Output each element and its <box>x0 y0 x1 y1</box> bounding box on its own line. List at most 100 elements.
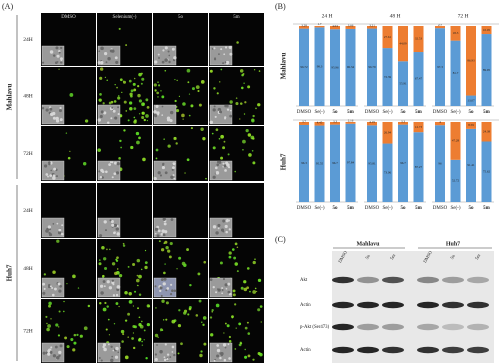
green-cell <box>168 255 172 259</box>
inset-texture <box>117 351 120 354</box>
green-cell <box>165 318 168 321</box>
bar-upper <box>398 122 408 125</box>
inset-texture <box>227 219 231 222</box>
green-cell <box>98 98 102 102</box>
green-cell <box>133 77 136 80</box>
bar-lower <box>413 132 424 202</box>
green-cell <box>197 89 200 93</box>
green-cell <box>127 336 129 338</box>
green-cell <box>130 89 134 93</box>
green-cell <box>184 172 186 174</box>
inset-texture <box>103 111 107 115</box>
bar-upper <box>481 122 492 142</box>
column-header: 5m <box>233 15 240 20</box>
green-cell <box>138 136 141 140</box>
category-label: 5m <box>483 110 491 115</box>
band <box>442 301 464 309</box>
green-cell <box>63 310 65 313</box>
green-cell <box>109 248 111 251</box>
green-cell <box>145 98 149 102</box>
inset-texture <box>164 230 168 234</box>
green-cell <box>108 334 111 336</box>
green-cell <box>218 137 221 140</box>
value-label: 96.79 <box>368 65 376 69</box>
inset-texture <box>212 285 215 289</box>
green-cell <box>209 69 213 73</box>
green-cell <box>138 337 142 341</box>
inset-texture <box>224 46 228 49</box>
green-cell <box>146 119 149 122</box>
green-cell <box>252 260 256 265</box>
inset-texture <box>41 61 45 64</box>
green-cell <box>72 348 76 352</box>
inset-texture <box>229 109 232 112</box>
inset-texture <box>61 224 64 227</box>
value-label: 95.55 <box>316 162 324 166</box>
inset-texture <box>216 354 220 358</box>
inset-texture <box>172 174 175 177</box>
panel-a: Mahlavu 24H 48H 72H Huh7 24H 48H 72H DMSO Seleniu… <box>6 13 264 363</box>
inset-texture <box>213 47 216 50</box>
category-label: 5o <box>333 110 339 115</box>
inset-texture <box>41 107 45 110</box>
inset-texture <box>228 357 231 360</box>
green-cell <box>226 324 230 328</box>
bar-lower <box>435 125 445 202</box>
green-cell <box>163 138 165 140</box>
green-cell <box>137 85 140 88</box>
green-cell <box>50 318 52 320</box>
inset-texture <box>156 111 160 115</box>
green-cell <box>244 348 246 351</box>
inset-texture <box>48 233 53 237</box>
green-cell <box>138 323 142 327</box>
green-cell <box>228 251 232 255</box>
green-cell <box>210 333 214 337</box>
green-cell <box>140 268 143 271</box>
green-cell <box>213 87 216 90</box>
green-cell <box>104 301 107 305</box>
row-label: Actin <box>300 303 311 308</box>
green-cell <box>133 120 137 124</box>
green-cell <box>175 142 178 145</box>
inset-texture <box>48 162 51 166</box>
green-cell <box>219 81 221 83</box>
bar-upper <box>299 122 309 125</box>
green-cell <box>157 84 161 87</box>
inset-texture <box>55 355 60 360</box>
value-label: 97.84 <box>347 161 355 165</box>
green-cell <box>240 286 244 290</box>
green-cell <box>252 290 257 294</box>
green-cell <box>132 305 135 307</box>
inset-texture <box>166 357 169 361</box>
inset-texture <box>112 294 116 297</box>
inset-texture <box>218 53 220 55</box>
inset-texture <box>173 353 176 357</box>
inset-texture <box>49 228 52 231</box>
inset-texture <box>209 120 213 125</box>
green-cell <box>131 337 134 340</box>
green-cell <box>146 304 150 308</box>
value-label: 55.91 <box>399 81 407 85</box>
inset-texture <box>52 54 56 57</box>
bar-lower <box>435 28 445 106</box>
phase-inset <box>153 160 177 181</box>
lane-label: 5m <box>474 253 481 261</box>
inset-texture <box>53 167 57 171</box>
green-cell <box>247 85 251 89</box>
inset-texture <box>219 356 222 360</box>
green-cell <box>45 315 48 319</box>
green-cell <box>43 273 46 276</box>
category-label: Se(-) <box>451 110 461 115</box>
green-cell <box>253 69 256 71</box>
inset-texture <box>221 292 224 295</box>
inset-texture <box>98 170 101 173</box>
green-cell <box>202 137 206 141</box>
panel-b: 24 H 48 H 72 H Mahlavu 96.72 3.28 DMSO 98.3 1.7 S… <box>280 13 499 211</box>
group-label: Huh7 <box>446 241 460 247</box>
green-cell <box>164 69 167 72</box>
green-cell <box>186 248 189 251</box>
inset-texture <box>113 231 116 235</box>
value-label: 3.66 <box>348 24 354 28</box>
inset-texture <box>225 230 228 234</box>
inset-texture <box>154 114 158 118</box>
